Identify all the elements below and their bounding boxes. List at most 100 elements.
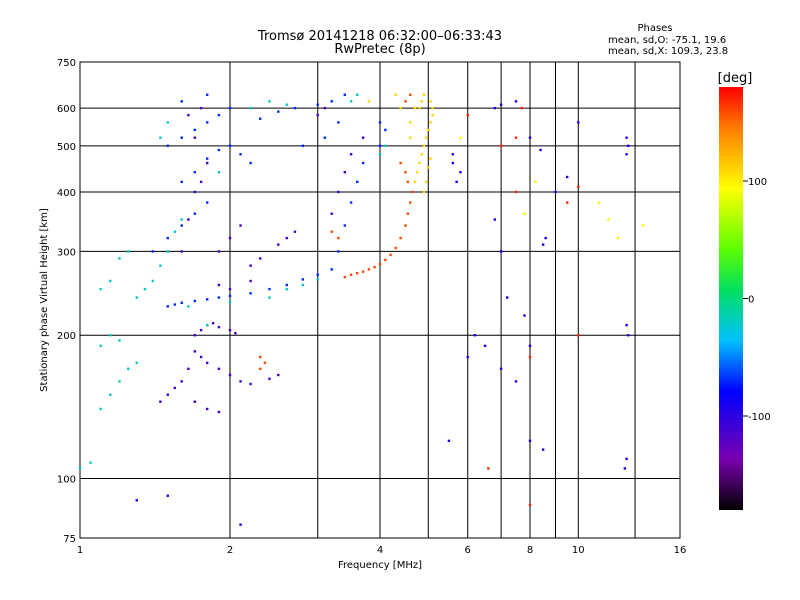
data-point <box>249 382 252 386</box>
data-point <box>180 218 183 221</box>
data-point <box>616 236 619 240</box>
data-point <box>422 93 426 96</box>
data-point <box>411 190 414 194</box>
data-point <box>415 171 419 174</box>
data-point <box>118 339 121 342</box>
data-point <box>451 161 455 165</box>
data-point <box>193 299 197 303</box>
data-point <box>187 113 190 117</box>
colorbar-tick-label: -100 <box>748 412 771 423</box>
data-point <box>330 268 333 271</box>
data-point <box>367 268 371 271</box>
data-point <box>361 136 365 139</box>
data-point <box>523 212 526 215</box>
data-point <box>422 144 426 148</box>
phase-stats-o: mean, sd,O: -75.1, 19.6 <box>608 35 726 46</box>
data-point <box>330 230 333 233</box>
data-point <box>180 136 183 139</box>
data-point <box>323 136 327 139</box>
colorbar-label: [deg] <box>718 71 753 86</box>
data-point <box>399 236 402 240</box>
data-point <box>166 494 169 497</box>
y-axis-label: Stationary phase Virtual Height [km] <box>39 208 50 392</box>
data-point <box>127 250 130 253</box>
data-point <box>520 106 523 110</box>
data-point <box>99 407 102 411</box>
data-point <box>487 467 490 470</box>
data-point <box>301 278 305 281</box>
data-point <box>217 283 221 287</box>
data-point <box>217 296 221 299</box>
data-point <box>373 265 376 269</box>
data-point <box>337 190 340 194</box>
data-point <box>127 367 130 371</box>
data-point <box>404 171 407 174</box>
data-point <box>349 153 353 156</box>
data-point <box>217 367 221 371</box>
data-point <box>205 298 209 301</box>
data-point <box>135 361 138 365</box>
colorbar-gradient <box>719 87 743 510</box>
data-point <box>99 287 102 291</box>
data-point <box>378 144 382 148</box>
data-point <box>151 250 155 253</box>
data-point <box>234 331 237 335</box>
data-point <box>349 201 353 204</box>
data-point <box>217 148 221 152</box>
data-point <box>277 243 280 246</box>
data-point <box>544 236 547 240</box>
data-point <box>166 236 169 240</box>
data-point <box>193 128 197 132</box>
data-point <box>455 180 458 184</box>
data-point <box>173 303 177 306</box>
data-point <box>514 136 518 139</box>
data-point <box>228 373 232 377</box>
data-point <box>565 175 569 179</box>
y-tick-label: 600 <box>57 104 76 115</box>
data-point <box>263 361 267 365</box>
x-tick-label: 4 <box>377 545 383 556</box>
y-tick-label: 750 <box>57 58 76 69</box>
data-point <box>541 243 545 246</box>
chart-subtitle: RwPretec (8p) <box>334 42 425 57</box>
data-point <box>301 283 305 287</box>
data-point <box>217 325 221 329</box>
data-point <box>180 250 183 253</box>
data-point <box>301 144 305 148</box>
data-point <box>316 278 319 281</box>
data-point <box>539 148 542 152</box>
data-point <box>259 117 262 120</box>
data-point <box>349 100 353 103</box>
data-point <box>625 323 628 327</box>
data-point <box>259 367 262 371</box>
data-point <box>577 334 580 337</box>
data-point <box>409 121 412 124</box>
data-point <box>285 283 288 287</box>
data-point <box>193 334 197 337</box>
data-point <box>394 246 397 250</box>
data-point <box>422 190 426 194</box>
data-point <box>199 355 203 359</box>
data-point <box>597 201 601 204</box>
data-point <box>259 257 262 260</box>
data-point <box>205 407 209 411</box>
data-point <box>429 157 432 160</box>
data-point <box>355 272 359 275</box>
data-point <box>384 128 387 132</box>
data-point <box>99 344 102 348</box>
data-point <box>330 100 333 103</box>
data-point <box>228 294 232 298</box>
data-point <box>277 110 280 113</box>
data-point <box>534 180 537 184</box>
data-point <box>394 93 397 96</box>
colorbar-tick-label: 100 <box>748 177 767 188</box>
data-point <box>109 334 112 337</box>
data-point <box>217 113 221 117</box>
x-axis-label: Frequency [MHz] <box>338 560 422 571</box>
data-point <box>499 250 503 253</box>
data-point <box>323 106 327 110</box>
data-point <box>523 314 526 317</box>
data-point <box>384 144 387 148</box>
data-point <box>355 180 359 184</box>
